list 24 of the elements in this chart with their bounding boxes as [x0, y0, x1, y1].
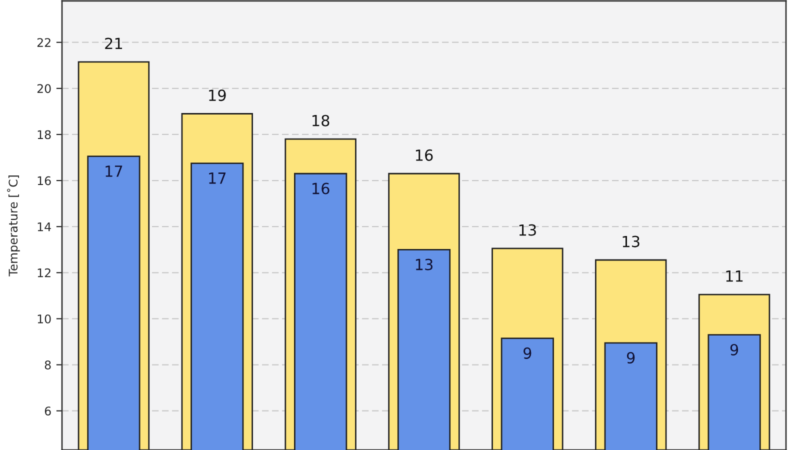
y-tick-label: 10 [38, 314, 51, 324]
data-label: 18 [312, 114, 330, 126]
data-label: 13 [519, 224, 536, 236]
data-label: 21 [105, 38, 122, 50]
data-label: 13 [416, 258, 432, 270]
data-label: 17 [106, 166, 122, 177]
y-tick-label: 18 [38, 130, 51, 140]
data-label: 11 [726, 270, 743, 282]
y-tick-label: 6 [44, 406, 51, 416]
y-tick-label: 22 [37, 38, 50, 47]
data-label: 13 [622, 236, 640, 248]
y-tick-label: 12 [38, 268, 50, 278]
data-label: 9 [730, 344, 738, 356]
data-label: 17 [209, 172, 226, 184]
data-label: 19 [209, 90, 226, 102]
data-label: 9 [626, 352, 635, 364]
data-label: 9 [524, 347, 532, 359]
y-tick-label: 14 [38, 222, 51, 232]
data-label: 16 [416, 149, 433, 161]
y-axis-title: Temperature [˚C] [7, 176, 20, 276]
data-label: 16 [312, 182, 330, 194]
y-tick-label: 8 [44, 360, 51, 370]
y-tick-label: 20 [37, 84, 51, 94]
y-tick-label: 16 [38, 176, 51, 186]
